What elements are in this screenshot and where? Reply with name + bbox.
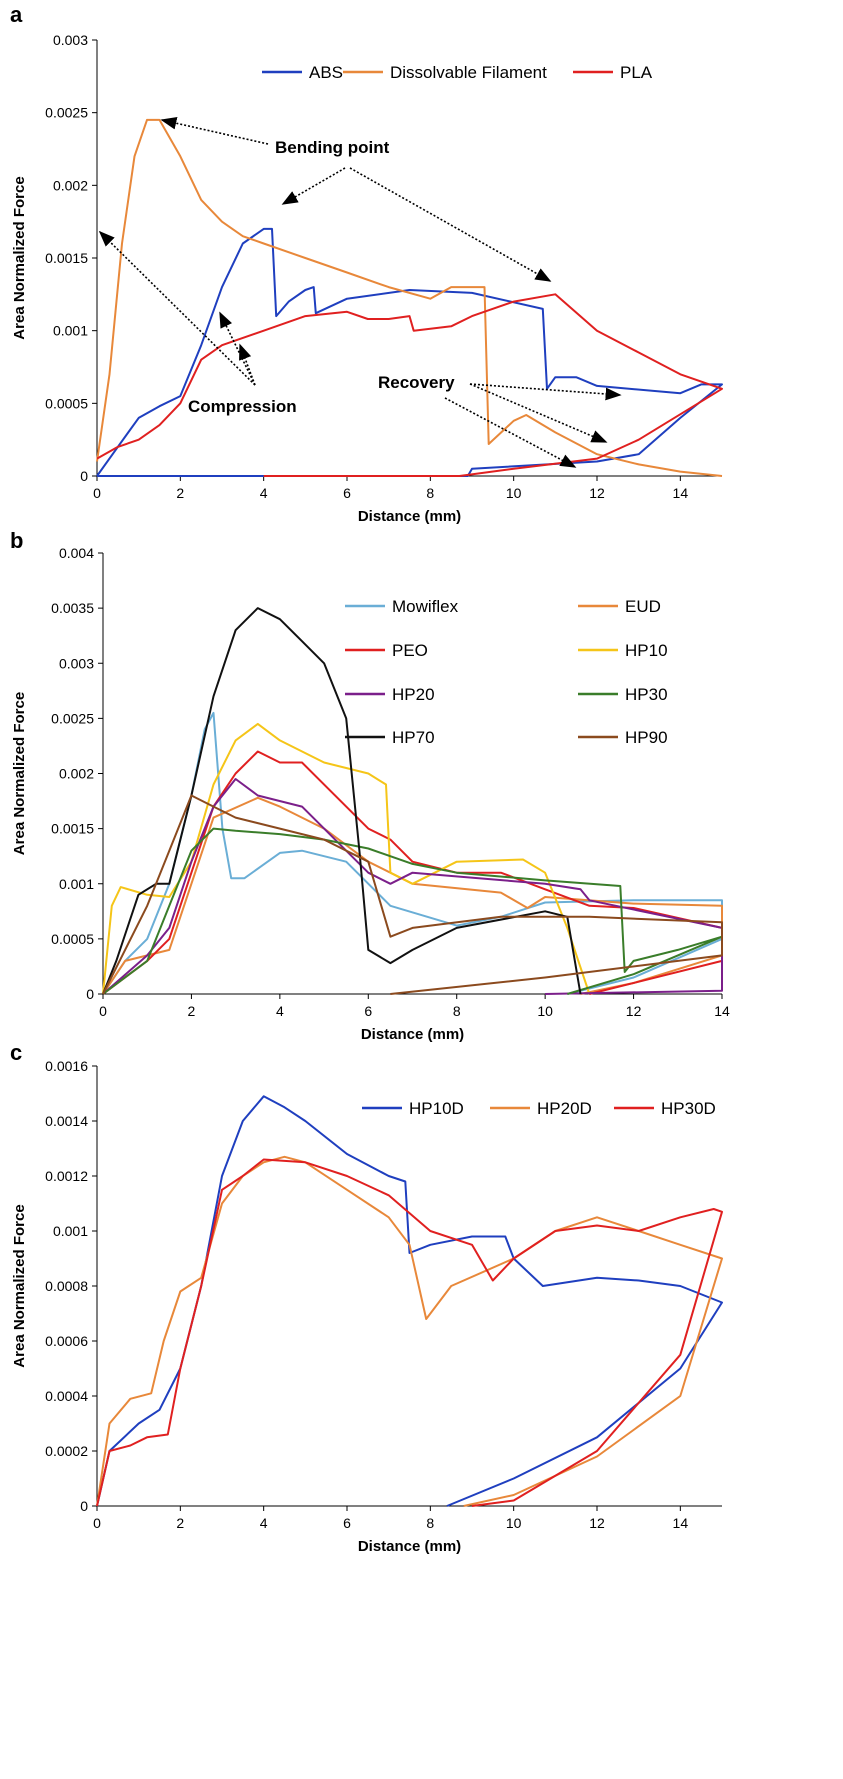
annotation-arrow <box>349 167 552 282</box>
data-line <box>102 794 723 995</box>
x-tick-label: 6 <box>343 485 351 501</box>
annotation-arrow <box>469 383 622 401</box>
y-tick-label: 0.0005 <box>51 931 94 947</box>
x-tick-label: 14 <box>673 485 689 501</box>
y-tick-label: 0.0015 <box>51 821 94 837</box>
y-tick-label: 0.0005 <box>45 395 88 411</box>
y-tick-label: 0.0002 <box>45 1443 88 1459</box>
x-tick-label: 4 <box>260 1515 268 1531</box>
legend-label: PEO <box>392 641 428 660</box>
y-tick-label: 0.0014 <box>45 1113 88 1129</box>
data-line <box>102 778 723 995</box>
x-tick-label: 2 <box>176 485 184 501</box>
annotation-arrow <box>239 343 256 386</box>
panel-label: a <box>10 2 23 27</box>
x-axis-label: Distance (mm) <box>358 508 461 525</box>
y-tick-label: 0.0035 <box>51 600 94 616</box>
x-tick-label: 0 <box>93 1515 101 1531</box>
y-tick-label: 0.001 <box>53 1223 88 1239</box>
x-tick-label: 12 <box>589 1515 605 1531</box>
legend-label: Dissolvable Filament <box>390 63 547 82</box>
x-tick-label: 12 <box>589 485 605 501</box>
y-tick-label: 0.001 <box>53 323 88 339</box>
x-tick-label: 4 <box>260 485 268 501</box>
annotation-arrow <box>98 230 256 386</box>
data-line <box>102 711 723 995</box>
y-tick-label: 0.0012 <box>45 1168 88 1184</box>
annotation: Bending point <box>275 138 390 157</box>
annotation-arrow <box>281 167 346 205</box>
legend-label: Mowiflex <box>392 597 459 616</box>
y-axis-label: Area Normalized Force <box>11 176 28 339</box>
y-tick-label: 0.0025 <box>45 105 88 121</box>
data-line <box>102 827 723 995</box>
x-tick-label: 14 <box>673 1515 689 1531</box>
x-tick-label: 4 <box>276 1003 284 1019</box>
y-tick-label: 0.002 <box>53 177 88 193</box>
x-tick-label: 2 <box>188 1003 196 1019</box>
y-tick-label: 0.0016 <box>45 1058 88 1074</box>
x-tick-label: 0 <box>99 1003 107 1019</box>
y-tick-label: 0.003 <box>59 655 94 671</box>
y-tick-label: 0.0008 <box>45 1278 88 1294</box>
data-line <box>102 607 582 995</box>
legend-label: HP30 <box>625 685 668 704</box>
annotation-arrow <box>219 311 256 386</box>
x-tick-label: 0 <box>93 485 101 501</box>
y-tick-label: 0.003 <box>53 32 88 48</box>
y-tick-label: 0.0025 <box>51 710 94 726</box>
legend-label: EUD <box>625 597 661 616</box>
panel-label: b <box>10 528 23 553</box>
data-line <box>96 293 723 477</box>
data-line <box>96 1155 723 1507</box>
x-tick-label: 14 <box>714 1003 730 1019</box>
data-line <box>96 1158 723 1507</box>
y-tick-label: 0 <box>80 1498 88 1514</box>
legend-label: HP20D <box>537 1099 592 1118</box>
legend-label: HP20 <box>392 685 435 704</box>
y-axis-label: Area Normalized Force <box>11 692 28 855</box>
y-tick-label: 0.0015 <box>45 250 88 266</box>
y-axis-label: Area Normalized Force <box>11 1204 28 1367</box>
data-line <box>96 118 723 477</box>
x-tick-label: 8 <box>426 485 434 501</box>
legend-label: PLA <box>620 63 653 82</box>
x-tick-label: 6 <box>364 1003 372 1019</box>
x-tick-label: 8 <box>426 1515 434 1531</box>
legend-label: ABS <box>309 63 343 82</box>
y-tick-label: 0.0006 <box>45 1333 88 1349</box>
x-axis-label: Distance (mm) <box>361 1026 464 1043</box>
data-line <box>102 796 723 995</box>
x-tick-label: 8 <box>453 1003 461 1019</box>
annotation-arrow <box>444 397 577 468</box>
panel-label: c <box>10 1040 22 1065</box>
data-line <box>96 1095 723 1507</box>
x-tick-label: 2 <box>176 1515 184 1531</box>
legend-label: HP30D <box>661 1099 716 1118</box>
annotation-arrow <box>160 116 269 145</box>
y-tick-label: 0.001 <box>59 876 94 892</box>
legend-label: HP90 <box>625 728 668 747</box>
legend-label: HP70 <box>392 728 435 747</box>
x-tick-label: 6 <box>343 1515 351 1531</box>
x-tick-label: 10 <box>506 1515 522 1531</box>
y-tick-label: 0.004 <box>59 545 94 561</box>
annotation: Compression <box>188 397 297 416</box>
legend-label: HP10D <box>409 1099 464 1118</box>
x-tick-label: 10 <box>537 1003 553 1019</box>
x-tick-label: 10 <box>506 485 522 501</box>
x-axis-label: Distance (mm) <box>358 1538 461 1555</box>
y-tick-label: 0 <box>80 468 88 484</box>
y-tick-label: 0.002 <box>59 766 94 782</box>
y-tick-label: 0.0004 <box>45 1388 88 1404</box>
y-tick-label: 0 <box>86 986 94 1002</box>
legend-label: HP10 <box>625 641 668 660</box>
data-line <box>96 227 723 477</box>
annotation-arrow <box>469 383 608 443</box>
x-tick-label: 12 <box>626 1003 642 1019</box>
annotation: Recovery <box>378 373 455 392</box>
